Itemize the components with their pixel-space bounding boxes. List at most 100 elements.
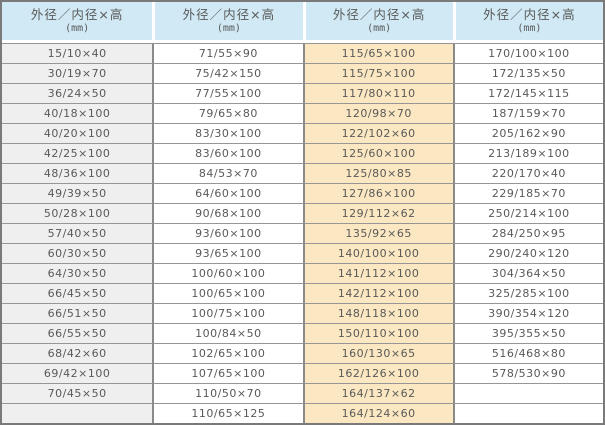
table-cell: 66/51×50 <box>2 303 153 323</box>
table-cell: 102/65×100 <box>152 343 303 363</box>
table-cell: 48/36×100 <box>2 163 153 183</box>
table-cell: 170/100×100 <box>452 43 603 63</box>
table-cell: 110/65×125 <box>152 403 303 423</box>
column-header-unit: (mm) <box>65 23 90 34</box>
column-header-3: 外径／内径×高 (mm) <box>302 2 453 43</box>
column-header-title: 外径／内径×高 <box>332 7 426 22</box>
table-cell: 140/100×100 <box>302 243 453 263</box>
column-header-unit: (mm) <box>216 23 241 34</box>
table-cell: 15/10×40 <box>2 43 153 63</box>
table-cell: 107/65×100 <box>152 363 303 383</box>
table-cell: 100/75×100 <box>152 303 303 323</box>
column-header-unit: (mm) <box>517 23 542 34</box>
table-cell: 100/84×50 <box>152 323 303 343</box>
table-row: 57/40×50 93/60×100 135/92×65 284/250×95 <box>2 223 603 243</box>
table-header-row: 外径／内径×高 (mm) 外径／内径×高 (mm) 外径／内径×高 (mm) 外… <box>2 2 603 43</box>
table-cell: 390/354×120 <box>452 303 603 323</box>
table-cell: 115/75×100 <box>302 63 453 83</box>
table-cell: 160/130×65 <box>302 343 453 363</box>
table-cell: 40/18×100 <box>2 103 153 123</box>
table-cell: 40/20×100 <box>2 123 153 143</box>
table-row: 15/10×40 71/55×90 115/65×100 170/100×100 <box>2 43 603 63</box>
table-cell <box>452 403 603 423</box>
table-row: 66/45×50 100/65×100 142/112×100 325/285×100 <box>2 283 603 303</box>
table-cell: 142/112×100 <box>302 283 453 303</box>
table-cell: 90/68×100 <box>152 203 303 223</box>
table-cell: 93/65×100 <box>152 243 303 263</box>
table-cell: 66/55×50 <box>2 323 153 343</box>
table-cell: 100/60×100 <box>152 263 303 283</box>
table-cell: 68/42×60 <box>2 343 153 363</box>
table-cell: 304/364×50 <box>452 263 603 283</box>
table-cell: 125/80×85 <box>302 163 453 183</box>
table-cell: 69/42×100 <box>2 363 153 383</box>
table-row: 66/55×50 100/84×50 150/110×100 395/355×50 <box>2 323 603 343</box>
table-cell: 79/65×80 <box>152 103 303 123</box>
column-header-title: 外径／内径×高 <box>30 7 124 22</box>
table-cell: 83/60×100 <box>152 143 303 163</box>
table-cell: 164/137×62 <box>302 383 453 403</box>
table-cell: 42/25×100 <box>2 143 153 163</box>
table-cell: 164/124×60 <box>302 403 453 423</box>
table-cell: 172/135×50 <box>452 63 603 83</box>
table-cell: 141/112×100 <box>302 263 453 283</box>
column-header-4: 外径／内径×高 (mm) <box>452 2 603 43</box>
table-cell: 220/170×40 <box>452 163 603 183</box>
table-cell: 129/112×62 <box>302 203 453 223</box>
column-header-2: 外径／内径×高 (mm) <box>152 2 303 43</box>
table-row: 110/65×125 164/124×60 <box>2 403 603 423</box>
table-cell: 250/214×100 <box>452 203 603 223</box>
table-row: 49/39×50 64/60×100 127/86×100 229/185×70 <box>2 183 603 203</box>
table-cell: 325/285×100 <box>452 283 603 303</box>
table-cell: 213/189×100 <box>452 143 603 163</box>
table-row: 69/42×100 107/65×100 162/126×100 578/530×90 <box>2 363 603 383</box>
column-header-title: 外径／内径×高 <box>182 7 276 22</box>
table-cell: 83/30×100 <box>152 123 303 143</box>
table-cell: 229/185×70 <box>452 183 603 203</box>
table-row: 66/51×50 100/75×100 148/118×100 390/354×120 <box>2 303 603 323</box>
table-cell: 578/530×90 <box>452 363 603 383</box>
table-row: 60/30×50 93/65×100 140/100×100 290/240×120 <box>2 243 603 263</box>
table-cell: 125/60×100 <box>302 143 453 163</box>
table-cell: 162/126×100 <box>302 363 453 383</box>
table-cell: 516/468×80 <box>452 343 603 363</box>
table-cell: 57/40×50 <box>2 223 153 243</box>
table-cell: 77/55×100 <box>152 83 303 103</box>
table-cell: 148/118×100 <box>302 303 453 323</box>
table-cell: 100/65×100 <box>152 283 303 303</box>
table-cell: 395/355×50 <box>452 323 603 343</box>
column-header-unit: (mm) <box>367 23 392 34</box>
table-cell: 84/53×70 <box>152 163 303 183</box>
table-row: 64/30×50 100/60×100 141/112×100 304/364×50 <box>2 263 603 283</box>
column-header-1: 外径／内径×高 (mm) <box>2 2 153 43</box>
table-row: 50/28×100 90/68×100 129/112×62 250/214×100 <box>2 203 603 223</box>
table-row: 40/20×100 83/30×100 122/102×60 205/162×90 <box>2 123 603 143</box>
column-header-title: 外径／内径×高 <box>483 7 576 22</box>
table-cell: 172/145×115 <box>452 83 603 103</box>
table-body: 15/10×40 71/55×90 115/65×100 170/100×100 30/… <box>2 43 603 423</box>
table-cell: 127/86×100 <box>302 183 453 203</box>
table-cell: 70/45×50 <box>2 383 153 403</box>
table-row: 40/18×100 79/65×80 120/98×70 187/159×70 <box>2 103 603 123</box>
table-row: 70/45×50 110/50×70 164/137×62 <box>2 383 603 403</box>
table-cell: 64/30×50 <box>2 263 153 283</box>
table-cell: 205/162×90 <box>452 123 603 143</box>
table-row: 48/36×100 84/53×70 125/80×85 220/170×40 <box>2 163 603 183</box>
table-cell: 36/24×50 <box>2 83 153 103</box>
table-cell: 60/30×50 <box>2 243 153 263</box>
table-cell: 135/92×65 <box>302 223 453 243</box>
table-row: 68/42×60 102/65×100 160/130×65 516/468×80 <box>2 343 603 363</box>
table-cell: 93/60×100 <box>152 223 303 243</box>
table-cell: 115/65×100 <box>302 43 453 63</box>
table-cell: 122/102×60 <box>302 123 453 143</box>
table-cell <box>2 403 153 423</box>
table-cell: 75/42×150 <box>152 63 303 83</box>
table-cell: 187/159×70 <box>452 103 603 123</box>
table-row: 42/25×100 83/60×100 125/60×100 213/189×100 <box>2 143 603 163</box>
table-cell: 117/80×110 <box>302 83 453 103</box>
table-cell: 110/50×70 <box>152 383 303 403</box>
table-row: 36/24×50 77/55×100 117/80×110 172/145×115 <box>2 83 603 103</box>
table-cell: 120/98×70 <box>302 103 453 123</box>
table-cell: 50/28×100 <box>2 203 153 223</box>
